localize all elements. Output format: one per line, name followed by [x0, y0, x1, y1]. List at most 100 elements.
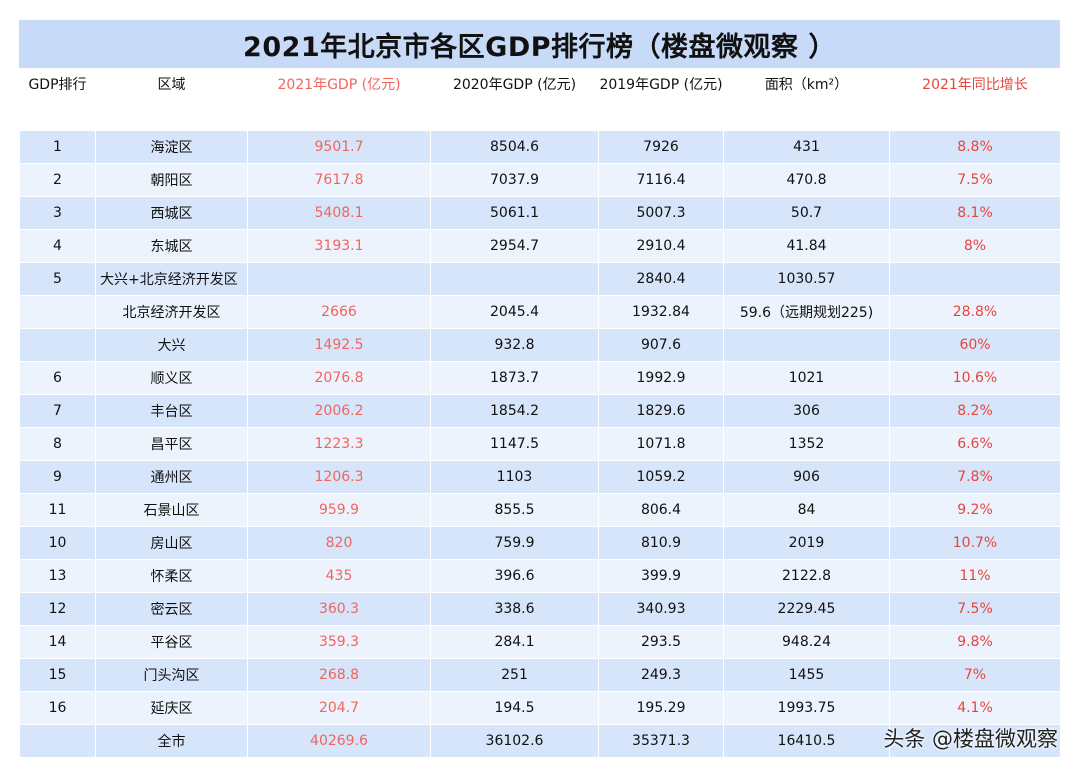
table-row: 全市 40269.6 36102.6 35371.3 16410.5	[19, 724, 1061, 758]
cell-gdp-2020	[430, 262, 599, 296]
cell-gdp-2021	[247, 262, 431, 296]
col-header-gdp-2020: 2020年GDP (亿元)	[430, 69, 599, 131]
col-header-rank: GDP排行	[19, 69, 96, 131]
cell-growth: 4.1%	[889, 691, 1061, 725]
cell-district: 西城区	[95, 196, 248, 230]
cell-gdp-2020: 5061.1	[430, 196, 599, 230]
cell-gdp-2019: 293.5	[598, 625, 724, 659]
cell-rank: 5	[19, 262, 96, 296]
cell-district: 顺义区	[95, 361, 248, 395]
cell-gdp-2019: 1992.9	[598, 361, 724, 395]
cell-gdp-2020: 251	[430, 658, 599, 692]
cell-district: 北京经济开发区	[95, 295, 248, 329]
cell-gdp-2021: 1223.3	[247, 427, 431, 461]
table-body: 1 海淀区 9501.7 8504.6 7926 431 8.8% 2 朝阳区 7617.8 703…	[19, 130, 1061, 758]
cell-gdp-2021: 7617.8	[247, 163, 431, 197]
cell-area: 2229.45	[723, 592, 890, 626]
cell-gdp-2021: 2666	[247, 295, 431, 329]
cell-area	[723, 328, 890, 362]
table-row: 5 大兴+北京经济开发区 2840.4 1030.57	[19, 262, 1061, 296]
cell-gdp-2019: 340.93	[598, 592, 724, 626]
cell-area: 306	[723, 394, 890, 428]
cell-growth: 7.5%	[889, 592, 1061, 626]
cell-growth: 8.1%	[889, 196, 1061, 230]
cell-gdp-2021: 435	[247, 559, 431, 593]
cell-district: 丰台区	[95, 394, 248, 428]
table-row: 10 房山区 820 759.9 810.9 2019 10.7%	[19, 526, 1061, 560]
cell-rank	[19, 328, 96, 362]
cell-gdp-2020: 338.6	[430, 592, 599, 626]
cell-rank: 11	[19, 493, 96, 527]
cell-area: 41.84	[723, 229, 890, 263]
cell-rank: 4	[19, 229, 96, 263]
cell-gdp-2019: 195.29	[598, 691, 724, 725]
cell-district: 大兴	[95, 328, 248, 362]
cell-rank: 7	[19, 394, 96, 428]
table-row: 3 西城区 5408.1 5061.1 5007.3 50.7 8.1%	[19, 196, 1061, 230]
watermark: 头条 @楼盘微观察	[883, 727, 1058, 751]
cell-gdp-2019: 907.6	[598, 328, 724, 362]
table-row: 7 丰台区 2006.2 1854.2 1829.6 306 8.2%	[19, 394, 1061, 428]
cell-gdp-2021: 3193.1	[247, 229, 431, 263]
cell-rank: 12	[19, 592, 96, 626]
cell-growth	[889, 724, 1061, 758]
col-header-district: 区域	[95, 69, 248, 131]
cell-gdp-2021: 268.8	[247, 658, 431, 692]
cell-area: 50.7	[723, 196, 890, 230]
cell-growth: 7%	[889, 658, 1061, 692]
cell-growth: 9.2%	[889, 493, 1061, 527]
cell-gdp-2021: 959.9	[247, 493, 431, 527]
table-row: 14 平谷区 359.3 284.1 293.5 948.24 9.8%	[19, 625, 1061, 659]
cell-gdp-2021: 204.7	[247, 691, 431, 725]
cell-rank	[19, 295, 96, 329]
col-header-growth: 2021年同比增长	[889, 69, 1061, 131]
cell-gdp-2020: 855.5	[430, 493, 599, 527]
cell-area: 1455	[723, 658, 890, 692]
table-row: 9 通州区 1206.3 1103 1059.2 906 7.8%	[19, 460, 1061, 494]
table-title: 2021年北京市各区GDP排行榜（楼盘微观察 ）	[19, 20, 1060, 69]
cell-growth: 9.8%	[889, 625, 1061, 659]
cell-gdp-2019: 810.9	[598, 526, 724, 560]
cell-growth: 7.8%	[889, 460, 1061, 494]
cell-gdp-2021: 359.3	[247, 625, 431, 659]
cell-gdp-2021: 1206.3	[247, 460, 431, 494]
col-header-gdp-2021: 2021年GDP (亿元)	[247, 69, 431, 131]
cell-gdp-2019: 1071.8	[598, 427, 724, 461]
cell-district: 全市	[95, 724, 248, 758]
cell-district: 通州区	[95, 460, 248, 494]
cell-gdp-2020: 194.5	[430, 691, 599, 725]
col-header-gdp-2019: 2019年GDP (亿元)	[598, 69, 724, 131]
cell-growth: 6.6%	[889, 427, 1061, 461]
cell-rank: 13	[19, 559, 96, 593]
cell-rank	[19, 724, 96, 758]
cell-gdp-2021: 40269.6	[247, 724, 431, 758]
cell-gdp-2019: 2910.4	[598, 229, 724, 263]
cell-district: 平谷区	[95, 625, 248, 659]
cell-gdp-2021: 820	[247, 526, 431, 560]
cell-rank: 14	[19, 625, 96, 659]
cell-gdp-2019: 806.4	[598, 493, 724, 527]
cell-gdp-2020: 2045.4	[430, 295, 599, 329]
cell-gdp-2020: 8504.6	[430, 130, 599, 164]
cell-rank: 2	[19, 163, 96, 197]
cell-area: 431	[723, 130, 890, 164]
cell-gdp-2019: 1059.2	[598, 460, 724, 494]
table-row: 6 顺义区 2076.8 1873.7 1992.9 1021 10.6%	[19, 361, 1061, 395]
cell-gdp-2020: 1147.5	[430, 427, 599, 461]
cell-growth: 8%	[889, 229, 1061, 263]
cell-gdp-2021: 5408.1	[247, 196, 431, 230]
cell-area: 2122.8	[723, 559, 890, 593]
cell-gdp-2019: 35371.3	[598, 724, 724, 758]
table-row: 1 海淀区 9501.7 8504.6 7926 431 8.8%	[19, 130, 1061, 164]
cell-growth: 60%	[889, 328, 1061, 362]
table-row: 16 延庆区 204.7 194.5 195.29 1993.75 4.1%	[19, 691, 1061, 725]
col-header-area: 面积（km²）	[723, 69, 890, 131]
cell-gdp-2019: 5007.3	[598, 196, 724, 230]
cell-gdp-2020: 36102.6	[430, 724, 599, 758]
cell-district: 海淀区	[95, 130, 248, 164]
cell-rank: 16	[19, 691, 96, 725]
cell-area: 1021	[723, 361, 890, 395]
cell-gdp-2019: 1829.6	[598, 394, 724, 428]
gdp-table: GDP排行 区域 2021年GDP (亿元) 2020年GDP (亿元) 201…	[19, 69, 1061, 758]
cell-rank: 15	[19, 658, 96, 692]
